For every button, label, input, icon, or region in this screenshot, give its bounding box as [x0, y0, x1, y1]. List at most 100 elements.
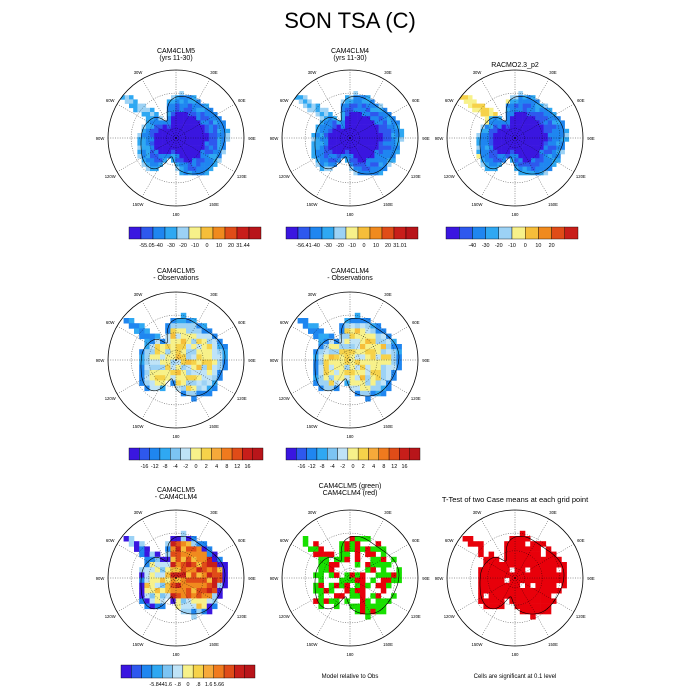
- grid-cell: [344, 328, 350, 334]
- longitude-label: 150E: [383, 202, 393, 207]
- grid-cell: [476, 103, 481, 109]
- grid-cell: [395, 137, 400, 142]
- colorbar-swatch: [176, 226, 190, 240]
- grid-cell: [186, 536, 192, 542]
- grid-cell: [365, 603, 371, 610]
- grid-cell: [547, 158, 553, 163]
- grid-cell: [217, 567, 223, 573]
- grid-cell: [510, 133, 515, 138]
- grid-cell: [539, 133, 544, 138]
- grid-cell: [510, 120, 515, 125]
- grid-cell: [308, 323, 314, 329]
- grid-cell: [480, 112, 486, 117]
- grid-cell: [145, 112, 151, 117]
- grid-cell: [141, 103, 147, 109]
- grid-cell: [200, 162, 205, 167]
- grid-cell: [509, 551, 515, 558]
- grid-cell: [370, 603, 376, 610]
- grid-cell: [160, 572, 166, 578]
- longitude-label: 90W: [435, 576, 444, 581]
- grid-cell: [501, 128, 507, 134]
- longitude-label: 60W: [445, 98, 454, 103]
- grid-cell: [357, 112, 363, 117]
- meridian-line: [175, 325, 235, 361]
- grid-cell: [340, 103, 346, 109]
- grid-cell: [375, 359, 382, 366]
- grid-cell: [387, 137, 392, 142]
- grid-cell: [208, 133, 214, 138]
- map-border: [446, 509, 584, 647]
- colorbar-swatch: [162, 664, 173, 679]
- grid-cell: [547, 149, 553, 155]
- colorbar-label: 0: [187, 682, 190, 688]
- grid-cell: [336, 154, 342, 159]
- grid-cell: [150, 112, 155, 117]
- grid-cell: [302, 541, 309, 547]
- meridian-line: [117, 577, 177, 613]
- colorbar-swatch: [296, 447, 307, 461]
- grid-cell: [483, 556, 489, 563]
- grid-cell: [206, 582, 213, 589]
- grid-cell: [166, 141, 172, 146]
- grid-cell: [165, 328, 171, 334]
- grid-cell: [493, 593, 500, 599]
- grid-cell: [154, 349, 161, 355]
- panel-title-line: - Observations: [327, 275, 373, 282]
- grid-cell: [484, 145, 490, 151]
- grid-cell: [323, 338, 330, 345]
- colorbar-label: -12: [308, 464, 316, 470]
- grid-cell: [480, 107, 486, 113]
- grid-cell: [196, 133, 201, 138]
- grid-cell: [204, 158, 210, 163]
- grid-cell: [361, 137, 367, 142]
- colorbar-label: 4: [215, 464, 218, 470]
- grid-cell: [374, 116, 379, 121]
- grid-cell: [378, 137, 384, 142]
- grid-cell: [328, 359, 335, 366]
- grid-cell: [505, 124, 511, 130]
- grid-cell: [196, 577, 202, 584]
- grid-cell: [324, 162, 329, 167]
- grid-cell: [339, 582, 345, 589]
- grid-cell: [357, 116, 363, 121]
- grid-cell: [345, 116, 350, 121]
- longitude-label: 120W: [105, 174, 116, 179]
- colorbar-swatch: [140, 226, 154, 240]
- colorbar-swatch: [409, 447, 421, 461]
- grid-cell: [206, 577, 213, 584]
- grid-cell: [192, 133, 197, 138]
- grid-cell: [545, 598, 552, 604]
- grid-cell: [334, 385, 340, 392]
- grid-cell: [505, 120, 511, 125]
- grid-cell: [144, 577, 150, 584]
- grid-cell: [518, 124, 523, 130]
- grid-cell: [380, 370, 387, 376]
- grid-cell: [526, 158, 532, 163]
- grid-cell: [149, 338, 156, 345]
- grid-cell: [489, 137, 494, 142]
- grid-cell: [531, 141, 536, 146]
- grid-cell: [187, 107, 193, 113]
- grid-cell: [313, 572, 319, 578]
- grid-cell: [186, 318, 192, 324]
- grid-cell: [378, 124, 384, 130]
- grid-cell: [530, 541, 536, 547]
- colorbar-swatch: [248, 226, 262, 240]
- grid-cell: [315, 149, 321, 155]
- grid-cell: [399, 137, 405, 142]
- longitude-label: 90W: [96, 576, 105, 581]
- grid-cell: [353, 170, 358, 176]
- grid-cell: [531, 162, 536, 167]
- grid-cell: [349, 128, 354, 134]
- grid-cell: [543, 107, 549, 113]
- grid-cell: [180, 390, 187, 397]
- grid-cell: [328, 149, 333, 155]
- grid-cell: [319, 112, 325, 117]
- colorbar-4: -16 -12 -8 -4 -2 0 2 4 8 12 16: [128, 447, 264, 470]
- grid-cell: [522, 99, 528, 104]
- grid-cell: [531, 154, 536, 159]
- grid-cell: [493, 133, 498, 138]
- grid-cell: [365, 380, 371, 386]
- grid-cell: [380, 562, 387, 568]
